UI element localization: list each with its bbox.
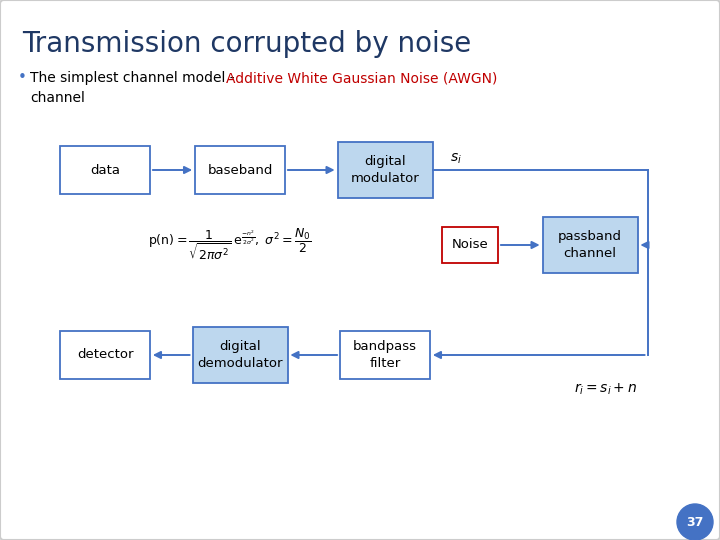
FancyBboxPatch shape [442,227,498,263]
FancyBboxPatch shape [340,331,430,379]
FancyBboxPatch shape [195,146,285,194]
Text: $s_i$: $s_i$ [451,152,462,166]
Text: passband
channel: passband channel [558,230,622,260]
Text: 37: 37 [686,516,703,529]
Text: $\mathrm{p(n)} = \dfrac{1}{\sqrt{2\pi\sigma^2}}\,\mathrm{e}^{\frac{-n^2}{2\sigma: $\mathrm{p(n)} = \dfrac{1}{\sqrt{2\pi\si… [148,227,312,263]
FancyBboxPatch shape [338,142,433,198]
FancyBboxPatch shape [192,327,287,383]
Text: baseband: baseband [207,164,273,177]
Circle shape [677,504,713,540]
Text: digital
demodulator: digital demodulator [197,340,283,370]
Text: Noise: Noise [451,239,488,252]
Text: Transmission corrupted by noise: Transmission corrupted by noise [22,30,472,58]
Text: Additive White Gaussian Noise (AWGN): Additive White Gaussian Noise (AWGN) [226,71,498,85]
Text: bandpass
filter: bandpass filter [353,340,417,370]
Text: detector: detector [77,348,133,361]
Text: channel: channel [30,91,85,105]
Text: digital
modulator: digital modulator [351,155,419,185]
FancyBboxPatch shape [60,331,150,379]
Text: $r_i = s_i + n$: $r_i = s_i + n$ [575,382,637,397]
Text: •: • [18,71,27,85]
Text: The simplest channel model -: The simplest channel model - [30,71,239,85]
FancyBboxPatch shape [542,217,637,273]
Text: data: data [90,164,120,177]
FancyBboxPatch shape [60,146,150,194]
